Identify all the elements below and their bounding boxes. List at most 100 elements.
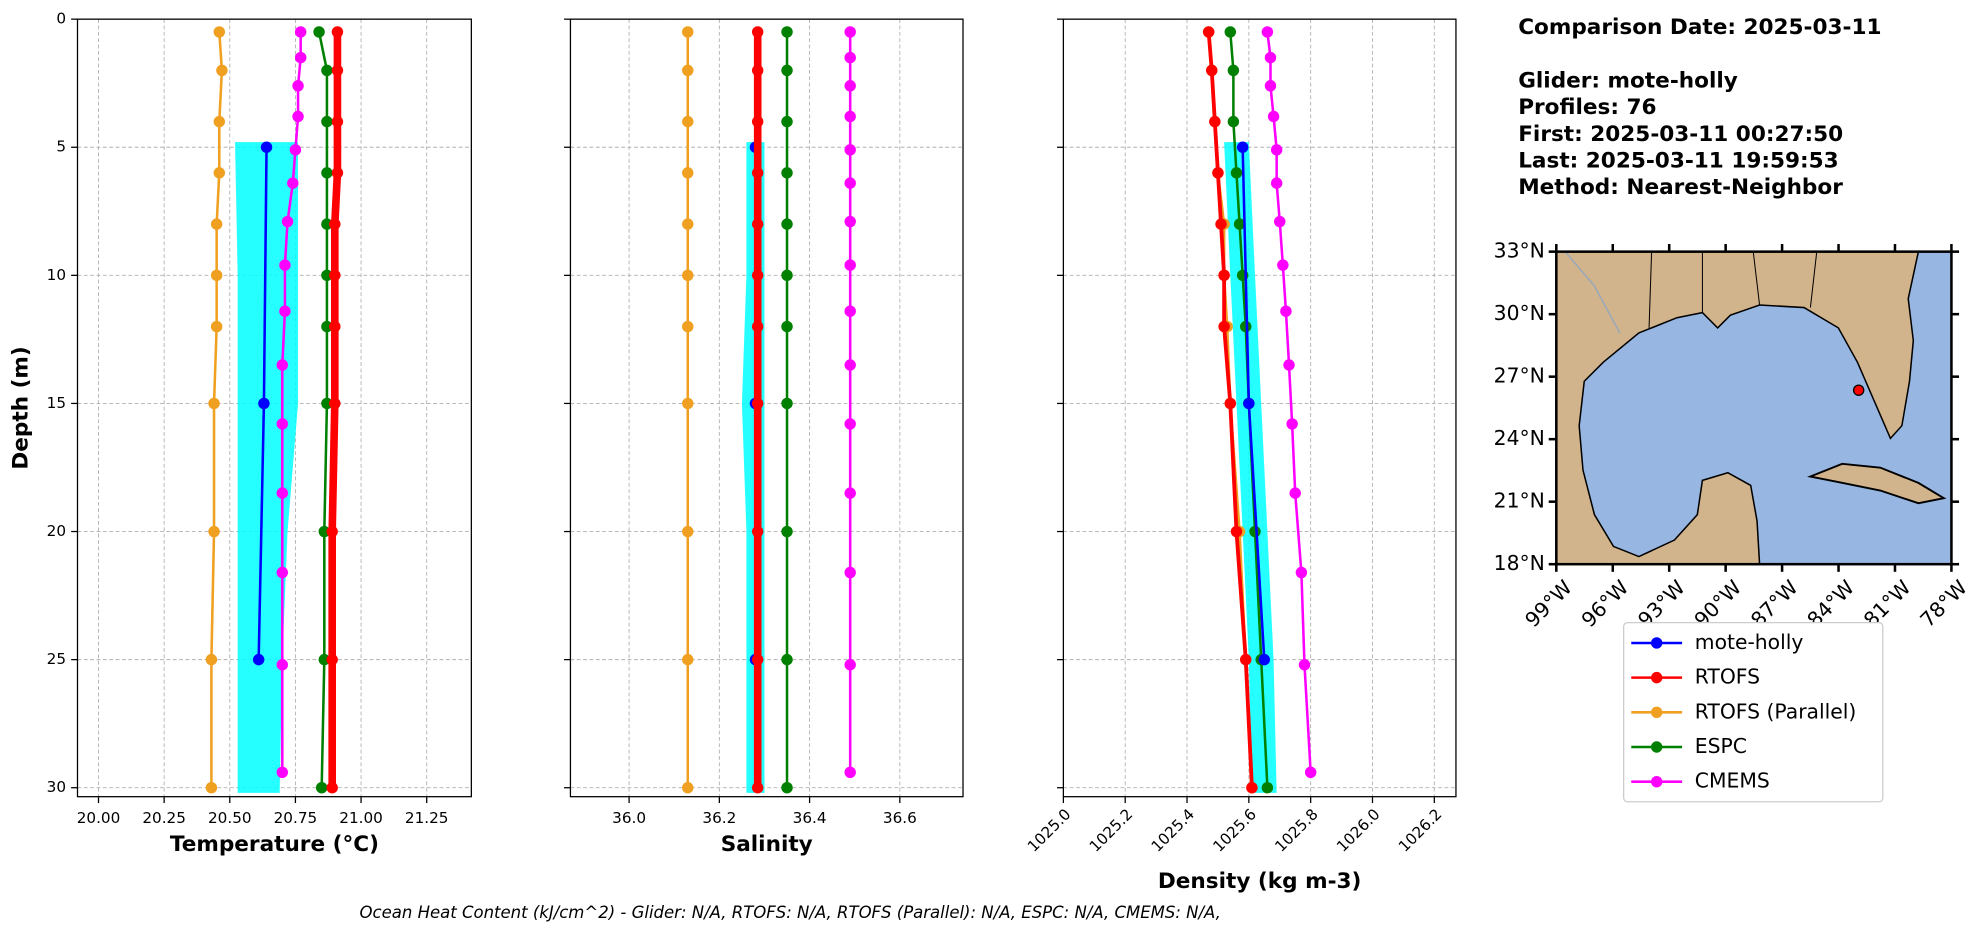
profile-marker bbox=[1224, 26, 1237, 38]
profile-marker bbox=[844, 566, 856, 579]
border bbox=[1809, 251, 1818, 308]
profile-marker bbox=[1261, 26, 1274, 38]
profile-marker bbox=[213, 167, 225, 179]
profile-marker bbox=[844, 144, 856, 156]
profile-marker bbox=[321, 269, 333, 282]
profile-marker bbox=[318, 653, 331, 666]
profile-marker bbox=[276, 418, 289, 430]
profile-marker bbox=[682, 167, 694, 179]
info-line: Comparison Date: 2025-03-11 bbox=[1518, 15, 1881, 40]
legend-marker bbox=[1650, 775, 1663, 788]
profile-marker bbox=[326, 653, 338, 666]
map: 99°W 96°W 93°W 90°W 87°W 84°W 81°W 78°W33°N30°N… bbox=[1494, 239, 1972, 632]
profile-marker bbox=[781, 115, 793, 128]
y-tick-label: 0 bbox=[56, 10, 66, 28]
map-y-tick-label: 33°N bbox=[1494, 239, 1545, 263]
cuba bbox=[1807, 462, 1947, 505]
profile-marker bbox=[321, 218, 333, 230]
profile-marker bbox=[315, 782, 328, 794]
profile-marker bbox=[1206, 64, 1218, 77]
x-tick-label: 36.0 bbox=[612, 809, 646, 827]
river bbox=[1564, 251, 1621, 334]
profile-marker bbox=[682, 782, 694, 794]
profile-marker bbox=[321, 64, 333, 77]
profile-marker bbox=[1209, 115, 1221, 128]
profile-marker bbox=[321, 397, 333, 410]
map-y-tick-label: 30°N bbox=[1494, 301, 1545, 325]
subplot: 20.00 20.25 20.50 20.75 21.00 21.25 0 5 10 15 20 25… bbox=[9, 10, 472, 857]
x-tick-label: 20.50 bbox=[208, 809, 252, 827]
profile-marker bbox=[1267, 110, 1280, 123]
x-axis-label: Density (kg m-3) bbox=[1158, 869, 1362, 894]
profile-marker bbox=[844, 418, 856, 430]
profile-marker bbox=[292, 80, 304, 92]
profile-marker bbox=[281, 215, 294, 228]
profile-marker bbox=[210, 269, 223, 282]
legend-frame bbox=[1623, 621, 1884, 803]
profile-marker bbox=[682, 397, 694, 410]
profile-marker bbox=[1227, 115, 1240, 128]
x-tick-label: 1025.6 bbox=[1210, 805, 1260, 855]
profile-marker bbox=[252, 653, 265, 666]
profile-marker bbox=[682, 653, 694, 666]
subplot: 36.0 36.2 36.4 36.6 Salinity bbox=[564, 18, 964, 857]
profile-marker bbox=[216, 64, 228, 77]
profile-marker bbox=[1270, 177, 1283, 189]
profile-marker bbox=[1227, 64, 1240, 77]
profile-marker bbox=[781, 397, 793, 410]
axes-frame bbox=[569, 18, 964, 798]
profile-marker bbox=[844, 766, 856, 779]
legend-marker bbox=[1650, 706, 1663, 719]
profile-marker bbox=[1295, 566, 1308, 579]
profile-line bbox=[328, 31, 342, 788]
x-tick-label: 1025.0 bbox=[1024, 805, 1074, 855]
profile-marker bbox=[279, 259, 291, 271]
x-tick-label: 21.25 bbox=[405, 809, 449, 827]
profile-marker bbox=[287, 177, 299, 189]
profile-marker bbox=[258, 397, 270, 410]
info-line: Method: Nearest-Neighbor bbox=[1518, 175, 1843, 200]
profile-marker bbox=[781, 653, 793, 666]
legend-label: CMEMS bbox=[1695, 769, 1770, 793]
profile-marker bbox=[289, 144, 302, 156]
profile-marker bbox=[751, 167, 764, 179]
map-y-tick-label: 21°N bbox=[1494, 489, 1545, 513]
profile-marker bbox=[1240, 653, 1252, 666]
x-axis-label: Salinity bbox=[721, 832, 813, 857]
profile-marker bbox=[208, 397, 220, 410]
profile-marker bbox=[210, 320, 223, 333]
x-tick-label: 36.2 bbox=[702, 809, 736, 827]
profile-marker bbox=[682, 26, 694, 38]
profile-marker bbox=[329, 218, 341, 230]
profile-marker bbox=[1215, 218, 1227, 230]
subplot: 1025.0 1025.2 1025.4 1025.6 1025.8 1026.0 1026… bbox=[1024, 18, 1457, 894]
profile-marker bbox=[1202, 26, 1215, 38]
profile-marker bbox=[844, 215, 856, 228]
profile-marker bbox=[781, 64, 793, 77]
y-tick-label: 15 bbox=[47, 394, 66, 412]
profile-marker bbox=[1280, 305, 1292, 317]
profile-marker bbox=[276, 359, 289, 371]
x-tick-label: 1025.8 bbox=[1271, 805, 1321, 855]
x-tick-label: 21.00 bbox=[339, 809, 383, 827]
footer: Ocean Heat Content (kJ/cm^2) - Glider: N… bbox=[360, 903, 1221, 922]
profile-marker bbox=[292, 110, 304, 123]
map-y-tick-label: 24°N bbox=[1494, 426, 1545, 450]
profile-marker bbox=[294, 51, 307, 64]
plot-area bbox=[205, 26, 344, 794]
legend-label: ESPC bbox=[1695, 734, 1747, 758]
profile-marker bbox=[276, 566, 289, 579]
legend-label: mote-holly bbox=[1695, 630, 1804, 654]
profile-line bbox=[317, 31, 329, 788]
profile-marker bbox=[321, 167, 333, 179]
profile-marker bbox=[751, 269, 764, 282]
y-axis-label: Depth (m) bbox=[9, 346, 34, 469]
x-tick-label: 20.75 bbox=[274, 809, 318, 827]
profile-marker bbox=[1218, 320, 1230, 333]
profile-marker bbox=[781, 26, 793, 38]
profile-marker bbox=[260, 141, 273, 153]
profile-marker bbox=[682, 269, 694, 282]
profile-marker bbox=[205, 653, 218, 666]
profile-marker bbox=[1236, 141, 1249, 153]
